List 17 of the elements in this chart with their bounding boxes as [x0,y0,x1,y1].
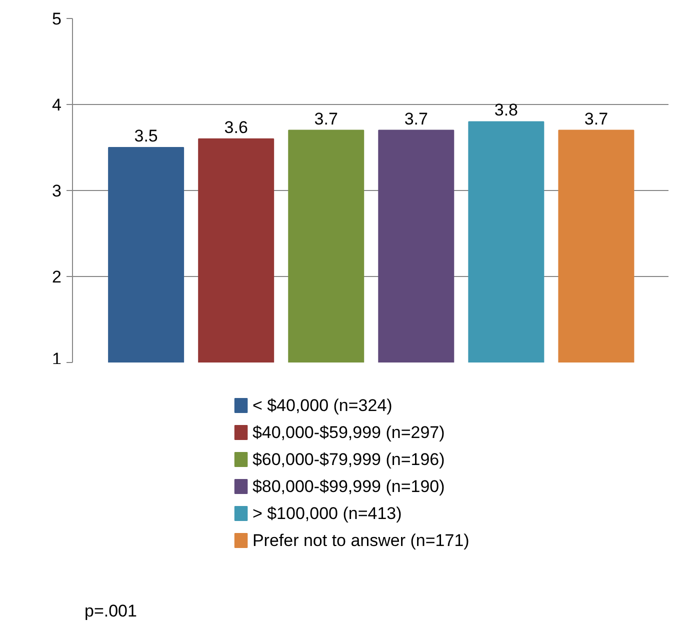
y-tick-label: 5 [52,10,62,28]
data-label: 3.6 [224,118,248,137]
data-label: 3.8 [494,100,518,120]
data-label: 3.5 [134,126,158,146]
text: p=.001 [84,602,137,620]
data-label: 3.7 [314,109,338,128]
y-tick-label: 4 [52,96,62,114]
legend-label: $60,000-$79,999 (n=196) [252,450,445,469]
data-label: 3.7 [404,109,428,128]
legend-label: > $100,000 (n=413) [252,504,402,523]
legend-label: $40,000-$59,999 (n=297) [252,423,445,442]
y-tick-label: 3 [52,182,62,200]
legend-label: $80,000-$99,999 (n=190) [252,477,445,496]
data-label: 3.7 [584,109,608,128]
y-tick-label: 2 [52,268,62,286]
legend-label: Prefer not to answer (n=171) [252,531,470,550]
legend-label: < $40,000 (n=324) [252,396,392,415]
